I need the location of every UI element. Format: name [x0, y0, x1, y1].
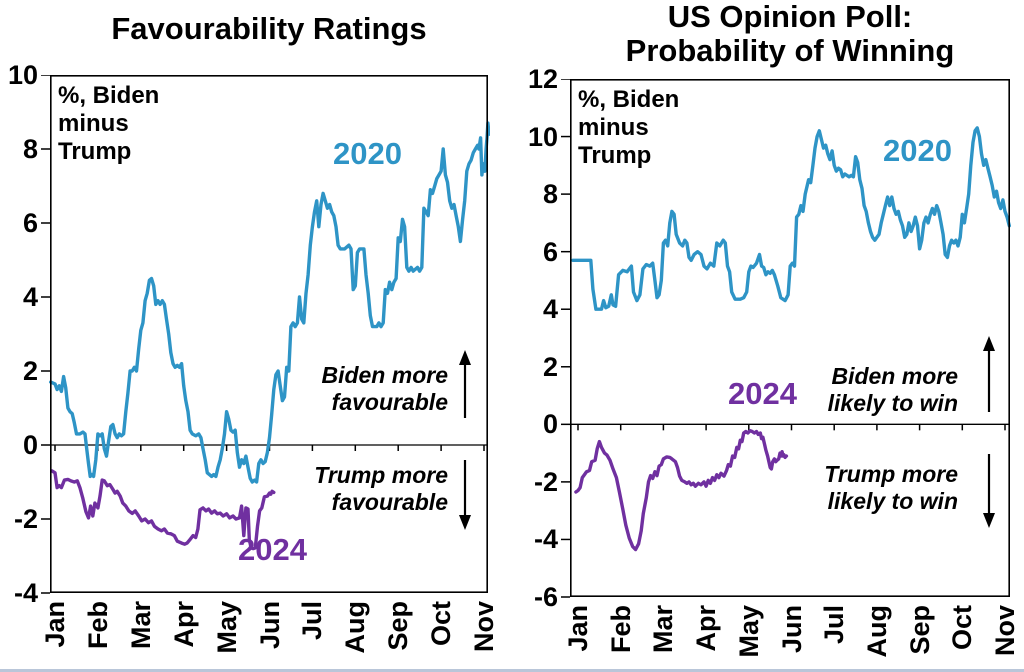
x-axis-label-may: May [733, 605, 764, 658]
x-axis-label-jun: Jun [776, 605, 807, 654]
y-axis-label--4: -4 [533, 524, 558, 555]
chart-title-opinion-poll: US Opinion Poll: Probability of Winning [625, 0, 955, 68]
y-axis-label-6: 6 [22, 208, 38, 238]
series-label-2020: 2020 [333, 136, 402, 171]
x-axis-label-jan: Jan [40, 601, 70, 648]
x-axis-label-apr: Apr [691, 605, 722, 652]
up-arrow-icon [983, 336, 995, 412]
x-axis-label-jul: Jul [819, 605, 850, 645]
x-axis-label-apr: Apr [168, 601, 199, 648]
plot-border [50, 75, 488, 594]
y-axis-label--2: -2 [13, 504, 38, 534]
y-axis-label-4: 4 [22, 282, 38, 312]
x-axis-label-jan: Jan [563, 605, 593, 652]
x-axis-label-nov: Nov [469, 601, 499, 653]
axis-unit-label-left: %, Biden minus Trump [58, 82, 160, 165]
series-label-2024: 2024 [238, 532, 307, 567]
series-label-2024: 2024 [728, 376, 797, 411]
x-axis-label-oct: Oct [947, 605, 978, 651]
chart-title-favourability: Favourability Ratings [111, 11, 427, 46]
x-axis-label-aug: Aug [340, 601, 371, 654]
x-axis-label-nov: Nov [990, 605, 1020, 657]
x-axis-label-feb: Feb [605, 605, 636, 654]
x-axis-label-may: May [211, 601, 242, 654]
y-axis-label-0: 0 [542, 409, 558, 440]
series-line-2020 [48, 121, 490, 484]
x-axis-label-mar: Mar [648, 605, 679, 654]
y-axis-label-6: 6 [542, 236, 558, 267]
plot-canvas [41, 75, 490, 594]
x-axis-label-aug: Aug [861, 605, 892, 658]
y-axis-label-10: 10 [527, 121, 558, 152]
y-axis-label--6: -6 [533, 582, 558, 612]
page-bottom-divider [0, 669, 1024, 672]
y-axis-label-12: 12 [527, 64, 558, 94]
y-axis-label-4: 4 [542, 294, 558, 325]
x-axis-label-mar: Mar [125, 601, 156, 650]
y-axis-label--4: -4 [13, 578, 38, 608]
series-line-2020 [571, 126, 1011, 311]
y-axis-label-2: 2 [22, 356, 38, 386]
annotation-trump-more-likely: Trump more likely to win [824, 461, 958, 514]
x-axis-label-jun: Jun [254, 601, 285, 650]
y-axis-label--2: -2 [533, 466, 558, 497]
series-label-2020: 2020 [883, 133, 952, 168]
x-axis-label-sep: Sep [383, 601, 414, 651]
annotation-trump-more-favourable: Trump more favourable [314, 462, 448, 515]
x-axis-label-jul: Jul [297, 601, 328, 641]
x-axis-label-sep: Sep [904, 605, 935, 655]
y-axis-label-2: 2 [542, 351, 558, 382]
plot-canvas [561, 79, 1011, 598]
down-arrow-icon [983, 454, 995, 528]
series-line-2024 [574, 429, 789, 552]
down-arrow-icon [459, 460, 471, 530]
plot-border [570, 79, 1010, 598]
annotation-biden-more-favourable: Biden more favourable [321, 362, 448, 415]
annotation-biden-more-likely: Biden more likely to win [827, 363, 958, 416]
y-axis-label-8: 8 [22, 134, 38, 164]
series-line-2024 [50, 469, 276, 551]
x-axis-label-oct: Oct [426, 601, 457, 647]
y-axis-label-0: 0 [22, 430, 38, 460]
y-axis-label-8: 8 [542, 179, 558, 210]
up-arrow-icon [459, 350, 471, 418]
x-axis-label-feb: Feb [82, 601, 113, 650]
axis-unit-label-right: %, Biden minus Trump [578, 86, 680, 169]
y-axis-label-10: 10 [7, 60, 38, 90]
